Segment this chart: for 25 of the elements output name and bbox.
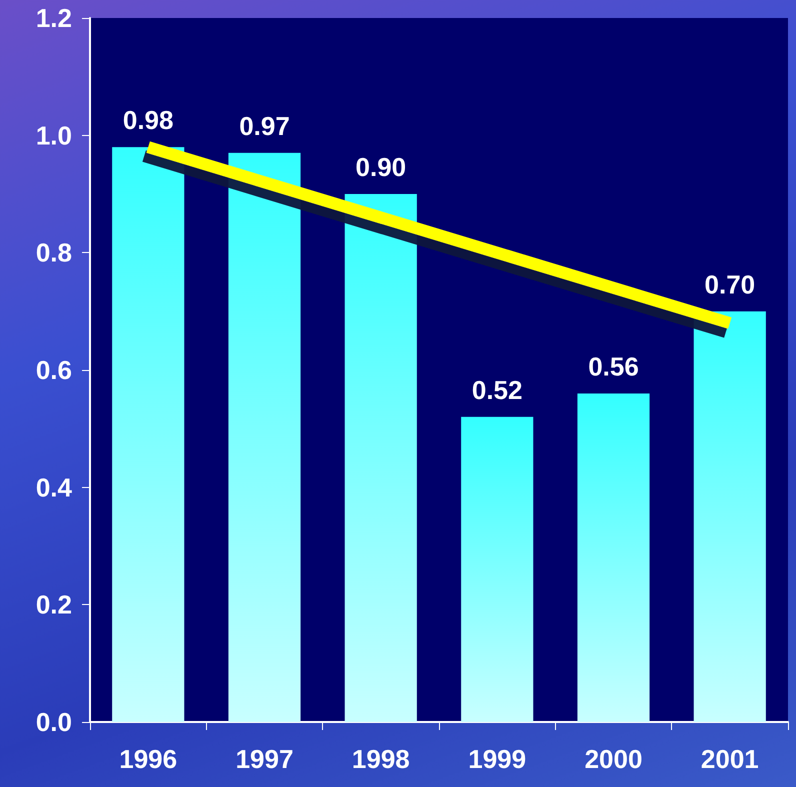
y-tick-label: 1.0 [36, 120, 72, 150]
y-tick-label: 0.8 [36, 238, 72, 268]
bar [694, 311, 766, 722]
bar [461, 416, 534, 722]
data-label: 0.70 [704, 269, 756, 300]
x-tick-label: 2001 [700, 744, 759, 774]
data-label: 0.97 [239, 110, 290, 141]
x-tick-label: 2000 [584, 744, 642, 774]
y-tick-label: 0.4 [36, 472, 73, 502]
bar [344, 194, 417, 722]
x-tick-label: 1998 [352, 744, 410, 774]
data-label: 0.90 [356, 152, 406, 182]
data-label: 0.56 [588, 351, 639, 382]
x-tick-label: 1996 [119, 744, 178, 774]
y-tick-label: 0.2 [36, 590, 72, 620]
y-tick-label: 0.6 [36, 355, 72, 385]
x-tick-label: 1999 [468, 744, 526, 774]
bar [577, 393, 650, 722]
y-tick-label: 1.2 [36, 3, 72, 33]
bar [228, 152, 301, 722]
y-tick-label: 0.0 [36, 707, 72, 737]
data-label: 0.52 [472, 374, 522, 405]
bar [112, 147, 184, 722]
data-label: 0.98 [122, 105, 174, 136]
x-tick-label: 1997 [236, 744, 294, 774]
